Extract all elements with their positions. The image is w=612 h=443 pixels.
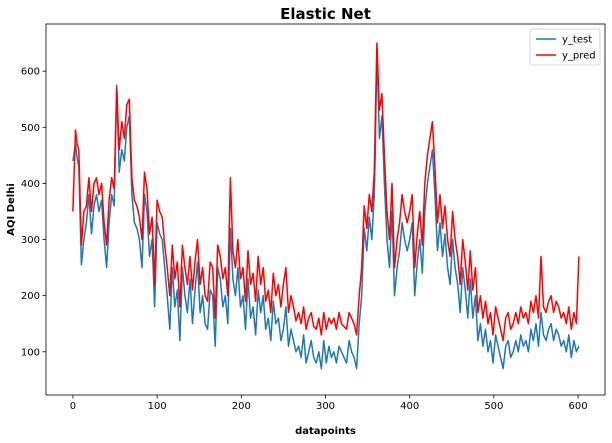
legend-box bbox=[529, 28, 601, 66]
x-tick-label: 0 bbox=[70, 401, 76, 412]
legend-label-y-pred: y_pred bbox=[562, 51, 596, 62]
legend: y_test y_pred bbox=[529, 28, 601, 66]
chart-title: Elastic Net bbox=[280, 5, 371, 23]
x-tick-label: 300 bbox=[316, 401, 335, 412]
y-tick-label: 500 bbox=[21, 123, 40, 134]
series-layer bbox=[72, 42, 580, 370]
x-tick-label: 400 bbox=[400, 401, 419, 412]
x-tick-label: 100 bbox=[148, 401, 167, 412]
legend-label-y-test: y_test bbox=[562, 35, 592, 46]
series-line-y-pred bbox=[72, 42, 580, 342]
x-tick-label: 600 bbox=[569, 401, 588, 412]
x-tick-label: 500 bbox=[484, 401, 503, 412]
y-tick-label: 100 bbox=[21, 347, 40, 358]
y-tick-label: 200 bbox=[21, 291, 40, 302]
y-tick-label: 300 bbox=[21, 235, 40, 246]
y-axis: 100 200 300 400 500 600 bbox=[21, 67, 46, 358]
y-tick-label: 600 bbox=[21, 67, 40, 78]
x-tick-label: 200 bbox=[232, 401, 251, 412]
x-axis: 0 100 200 300 400 500 600 bbox=[70, 395, 588, 412]
y-tick-label: 400 bbox=[21, 179, 40, 190]
plot-area bbox=[46, 24, 605, 395]
y-axis-label: AQI Delhi bbox=[6, 183, 17, 236]
x-axis-label: datapoints bbox=[295, 426, 356, 437]
